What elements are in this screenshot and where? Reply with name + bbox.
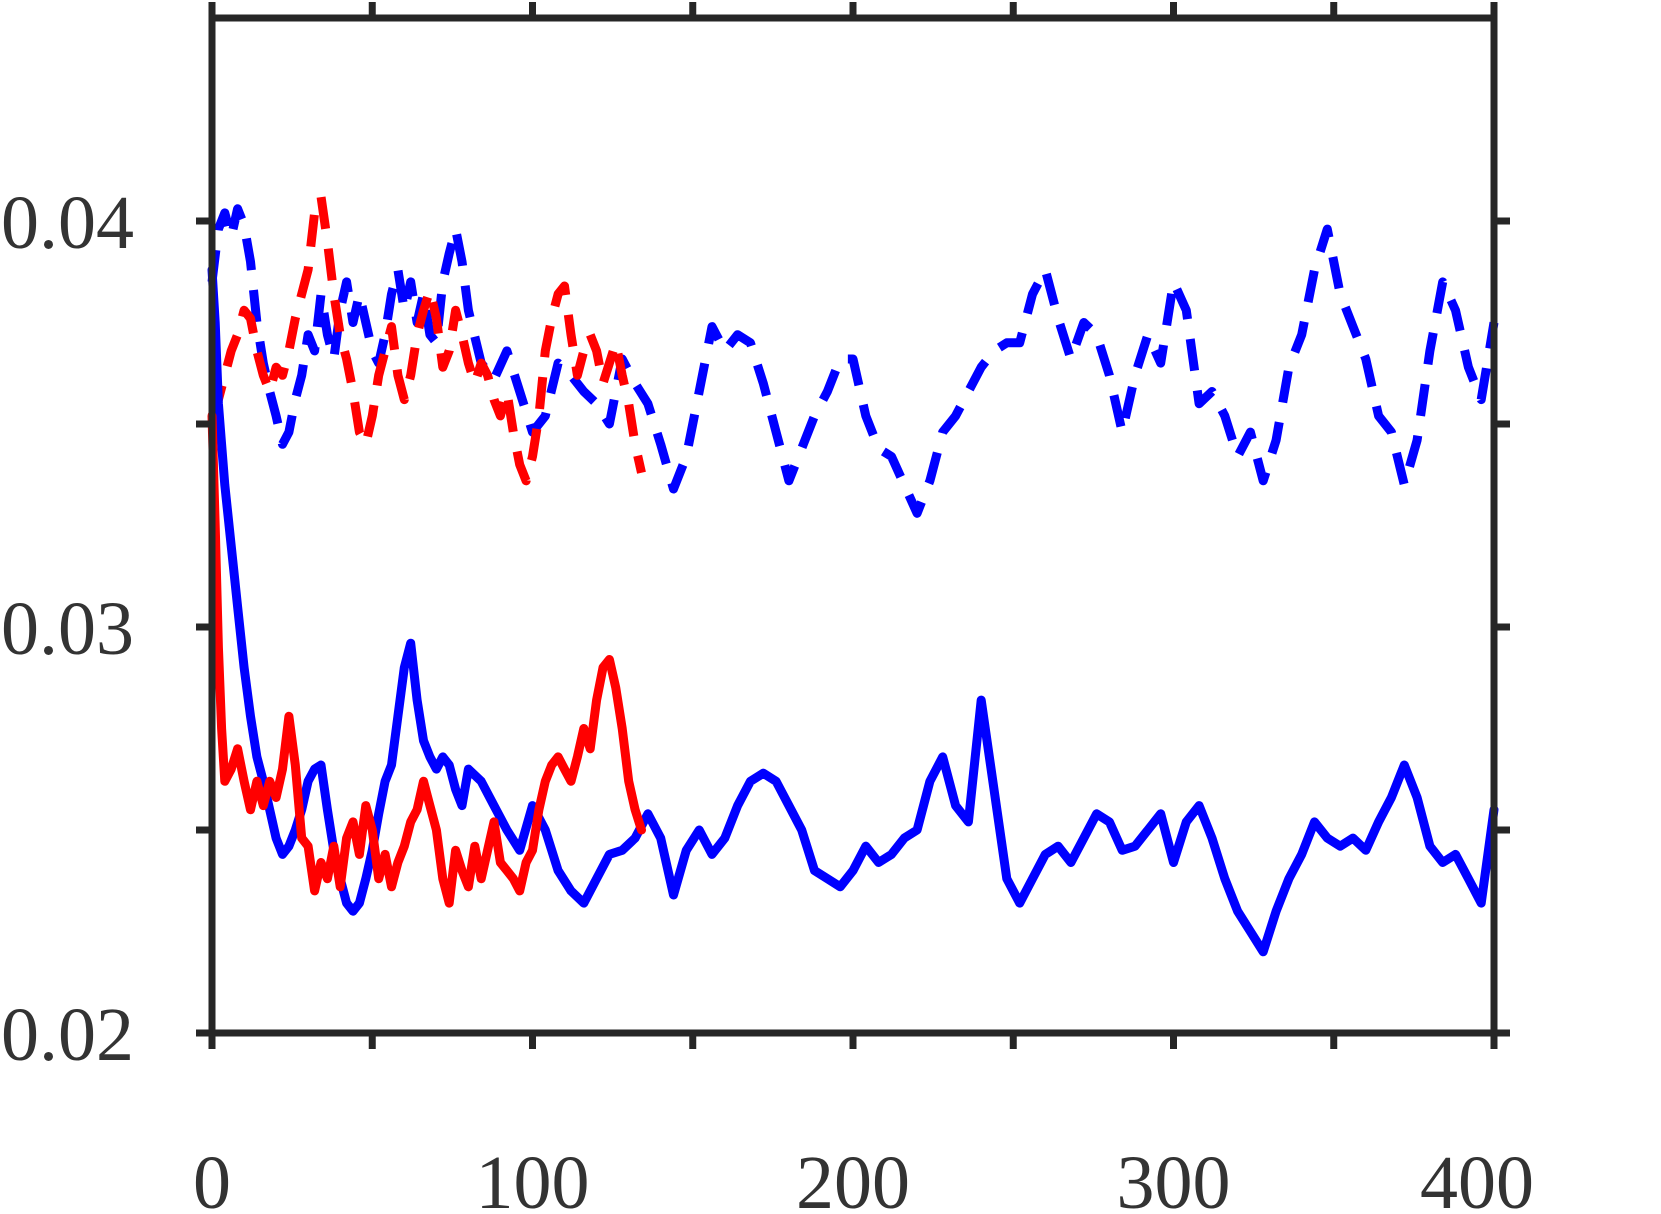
x-tick-label: 100 — [476, 1141, 590, 1214]
x-tick-label: 200 — [796, 1141, 910, 1214]
y-tick-label: 0.04 — [1, 181, 134, 265]
series-line-1-dashed — [207, 204, 1499, 518]
series-line-4-solid — [207, 411, 646, 908]
plot-frame — [208, 14, 1498, 1037]
series-line-3-solid — [207, 265, 1499, 957]
series-layer — [207, 192, 1499, 957]
series-line-2-dashed — [207, 192, 646, 486]
x-tick-label: 400 — [1420, 1141, 1534, 1214]
y-tick-label: 0.02 — [1, 993, 134, 1077]
axes-layer — [196, 2, 1510, 1049]
x-tick-label: 0 — [193, 1141, 231, 1214]
labels-layer: 0 100 200 300 400 0.02 0.03 0.04 — [1, 181, 1534, 1214]
x-tick-label: 300 — [1117, 1141, 1231, 1214]
y-tick-label: 0.03 — [1, 587, 134, 671]
